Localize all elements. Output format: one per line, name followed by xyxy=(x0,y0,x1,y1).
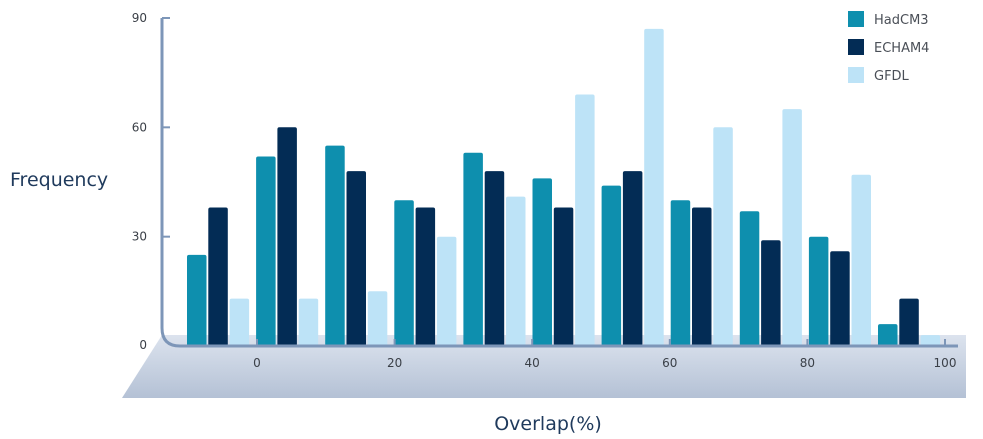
bar-gfdl-6 xyxy=(644,28,664,347)
x-tick-label: 80 xyxy=(800,356,815,370)
bar-echam4-2 xyxy=(346,171,366,346)
chart-floor xyxy=(122,335,966,398)
bar-echam4-5 xyxy=(553,207,574,346)
bar-gfdl-2 xyxy=(367,291,388,346)
bar-gfdl-5 xyxy=(575,94,595,346)
bar-hadcm3-8 xyxy=(739,211,760,346)
bar-hadcm3-5 xyxy=(532,178,552,346)
y-tick-label: 90 xyxy=(132,11,147,25)
bar-gfdl-3 xyxy=(436,236,457,346)
y-axis-label: Frequency xyxy=(10,169,108,191)
legend-label-gfdl: GFDL xyxy=(874,69,910,84)
bar-hadcm3-10 xyxy=(878,324,898,346)
bar-echam4-9 xyxy=(830,251,850,346)
y-tick-label: 60 xyxy=(132,120,147,134)
bar-gfdl-9 xyxy=(851,174,871,346)
legend-swatch-hadcm3 xyxy=(848,11,864,27)
bar-gfdl-0 xyxy=(229,298,250,346)
bar-gfdl-1 xyxy=(298,298,319,346)
bar-hadcm3-2 xyxy=(325,145,345,346)
x-tick-label: 0 xyxy=(253,356,261,370)
bar-echam4-6 xyxy=(622,171,643,346)
bar-echam4-3 xyxy=(415,207,436,346)
legend-label-hadcm3: HadCM3 xyxy=(874,13,929,28)
legend-label-echam4: ECHAM4 xyxy=(874,41,929,56)
bar-echam4-0 xyxy=(208,207,228,346)
x-tick-label: 100 xyxy=(934,356,957,370)
x-tick-label: 40 xyxy=(525,356,540,370)
bar-hadcm3-1 xyxy=(256,156,276,346)
bar-gfdl-10 xyxy=(920,335,941,346)
bar-echam4-7 xyxy=(692,207,712,346)
bar-echam4-10 xyxy=(899,298,919,346)
legend-swatch-echam4 xyxy=(848,39,864,55)
bar-hadcm3-0 xyxy=(187,254,207,346)
bar-gfdl-4 xyxy=(506,196,526,346)
bar-hadcm3-7 xyxy=(670,200,691,346)
y-tick-label: 30 xyxy=(132,230,147,244)
bar-gfdl-7 xyxy=(713,127,733,346)
bar-hadcm3-9 xyxy=(808,236,829,346)
bar-echam4-8 xyxy=(761,240,781,346)
bar-echam4-4 xyxy=(484,171,505,346)
bar-gfdl-8 xyxy=(782,109,802,346)
x-tick-label: 60 xyxy=(662,356,677,370)
legend-swatch-gfdl xyxy=(848,67,864,83)
bar-hadcm3-3 xyxy=(394,200,414,346)
bar-hadcm3-6 xyxy=(601,185,622,346)
bar-hadcm3-4 xyxy=(463,152,483,346)
x-axis-label: Overlap(%) xyxy=(494,413,602,435)
y-axis-line xyxy=(160,18,958,348)
bar-echam4-1 xyxy=(277,127,297,346)
x-tick-label: 20 xyxy=(387,356,402,370)
y-tick-label: 0 xyxy=(139,338,147,352)
legend: HadCM3 ECHAM4 GFDL xyxy=(848,11,929,84)
